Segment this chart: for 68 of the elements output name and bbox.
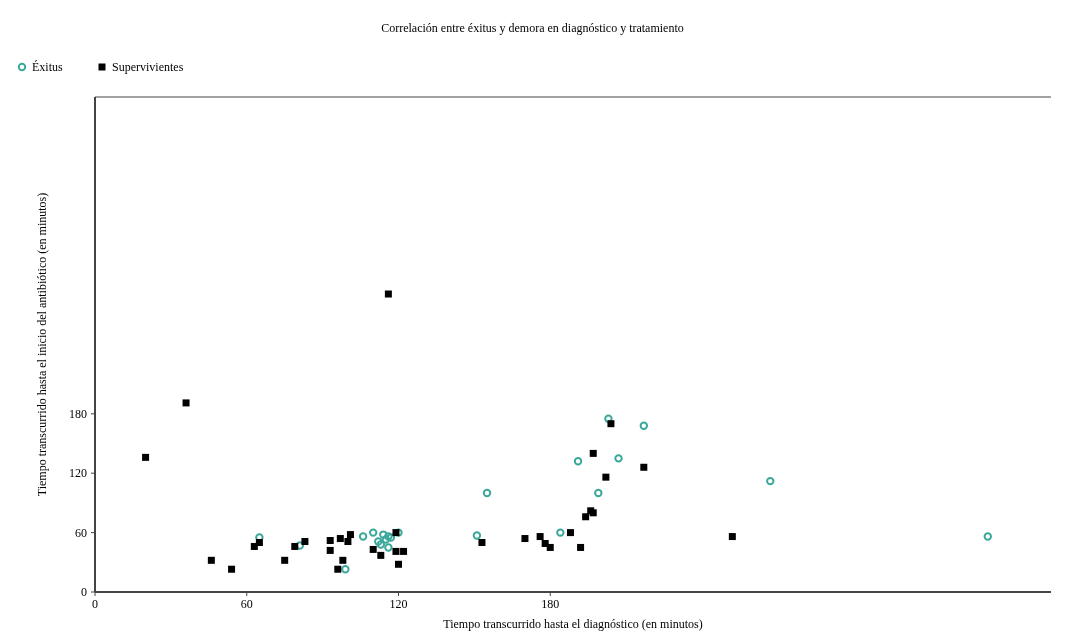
point <box>374 537 383 546</box>
point <box>341 565 350 574</box>
point <box>521 535 529 543</box>
point <box>142 453 150 461</box>
y-tick-label: 180 <box>69 406 87 421</box>
point <box>728 533 736 541</box>
point <box>640 463 648 471</box>
point <box>577 543 585 551</box>
x-tick-label: 180 <box>541 597 560 611</box>
point <box>295 541 305 550</box>
point <box>376 540 385 549</box>
point <box>358 532 368 541</box>
chart-title: Correlación entre éxitus y demora en diagnóstico y tratamiento <box>381 21 684 35</box>
point <box>472 531 482 540</box>
point <box>334 565 342 573</box>
point <box>594 488 603 498</box>
point <box>326 546 334 554</box>
point <box>614 454 623 463</box>
point <box>291 542 299 550</box>
point <box>384 543 393 552</box>
point <box>400 547 408 555</box>
y-tick-label: 0 <box>81 585 87 599</box>
point <box>344 538 352 546</box>
point <box>566 529 574 537</box>
point <box>607 420 615 428</box>
y-axis-title: Tiempo transcurrido hasta el inicio del antibiótico (en minutos) <box>35 192 49 497</box>
point <box>207 556 215 564</box>
point <box>604 414 613 423</box>
point <box>182 399 190 407</box>
point <box>381 535 391 544</box>
point <box>582 513 590 521</box>
point <box>379 530 388 539</box>
x-axis-title: Tiempo transcurrido hasta el diagnóstico (en minutos) <box>443 617 703 631</box>
point <box>346 531 354 539</box>
point <box>255 539 263 546</box>
point <box>573 457 583 466</box>
point <box>377 551 385 559</box>
point <box>482 488 492 498</box>
point <box>384 290 392 298</box>
point <box>326 537 334 545</box>
point <box>392 547 400 555</box>
point <box>394 560 402 568</box>
y-tick-label: 120 <box>69 466 87 481</box>
point <box>386 533 396 542</box>
x-tick-label: 120 <box>389 597 408 611</box>
point <box>639 421 649 430</box>
x-tick-label: 60 <box>240 597 253 611</box>
point <box>384 532 393 541</box>
point <box>556 528 565 537</box>
point <box>589 449 597 457</box>
point <box>369 528 378 537</box>
point <box>255 533 264 542</box>
point <box>369 545 377 553</box>
point <box>339 556 347 564</box>
point <box>983 532 992 541</box>
point <box>546 543 554 551</box>
point <box>228 565 236 573</box>
y-tick-label: 60 <box>75 525 87 540</box>
point <box>336 535 344 543</box>
x-tick-label: 0 <box>92 597 98 611</box>
point <box>766 476 775 486</box>
point <box>478 539 486 546</box>
legend-label: Éxitus <box>32 60 63 74</box>
point <box>301 538 309 546</box>
point <box>281 556 289 564</box>
point <box>602 473 610 481</box>
legend-label: Supervivientes <box>112 60 184 74</box>
point <box>536 533 544 541</box>
